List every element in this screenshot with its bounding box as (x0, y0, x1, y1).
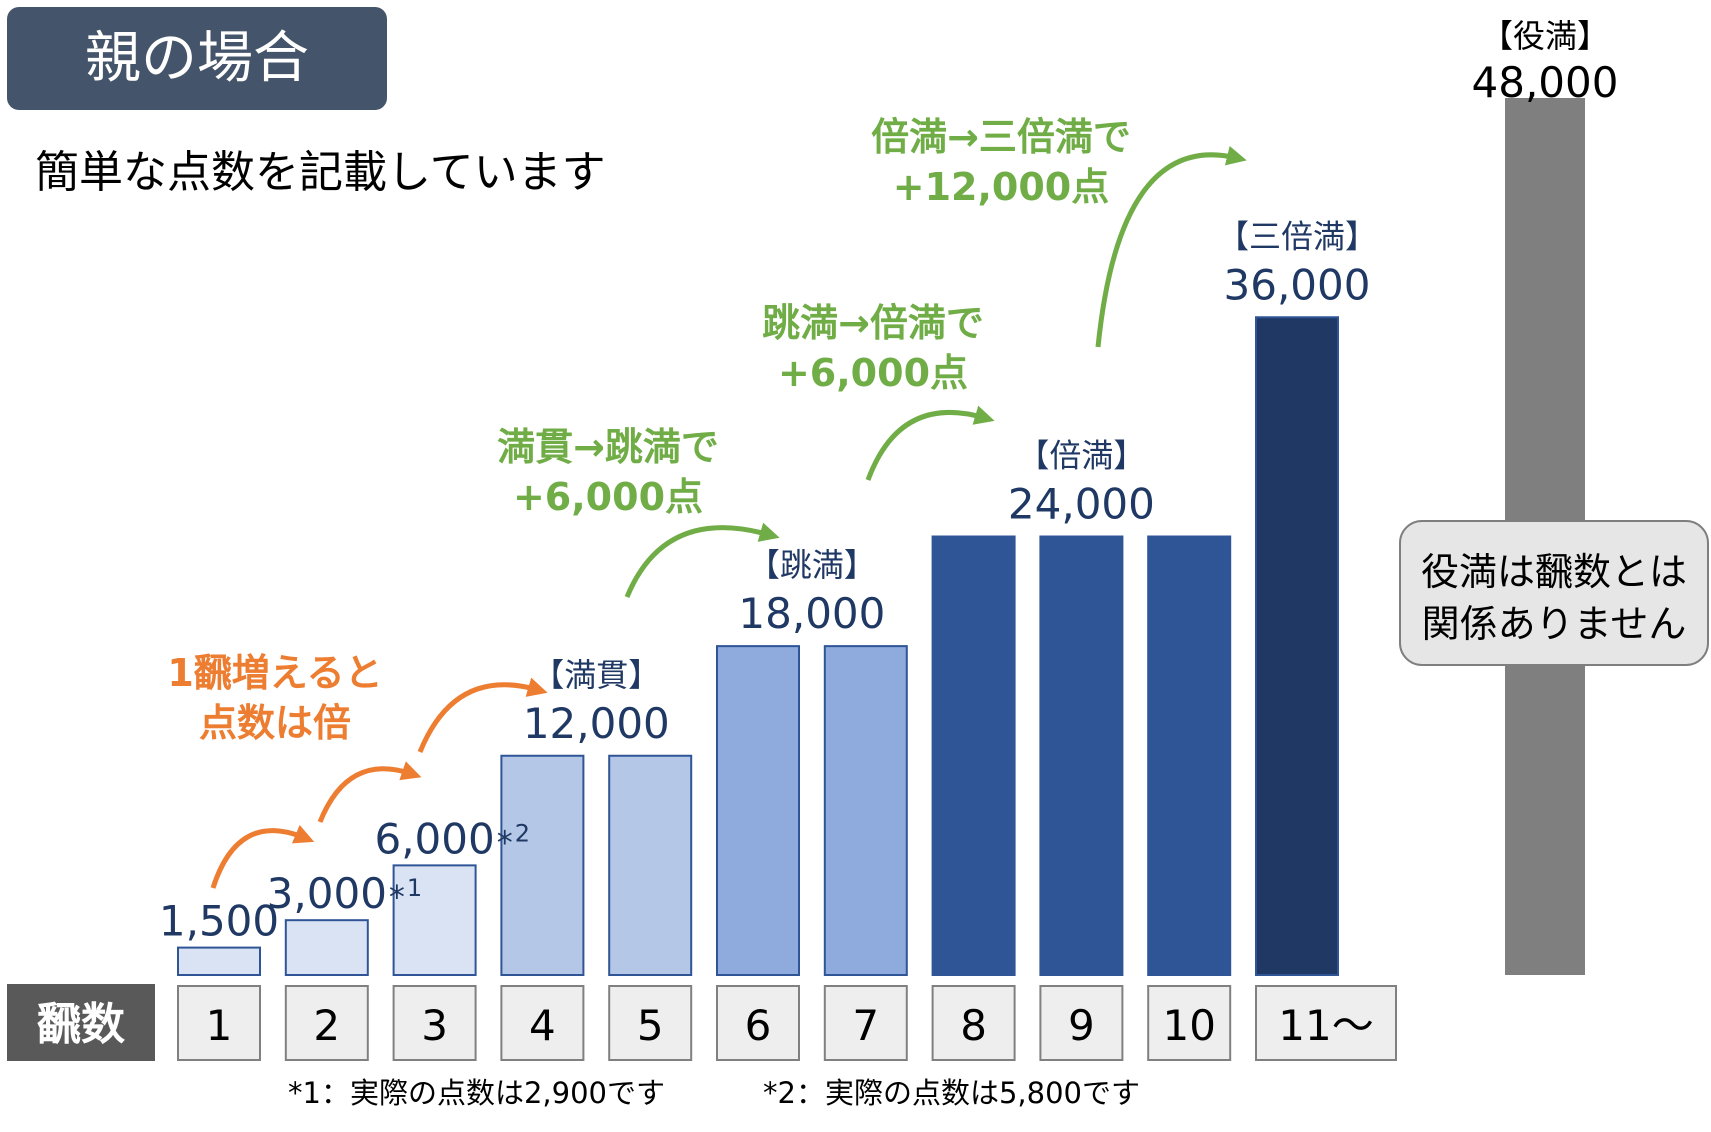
category-label-6: 6 (745, 1001, 772, 1050)
step-arrow-2 (317, 761, 422, 823)
bar-7 (823, 645, 908, 976)
annotation-4-line-2: +12,000点 (893, 165, 1109, 209)
bar-9 (1039, 535, 1124, 976)
value-label-3: 6,000 (374, 814, 494, 863)
bar-5 (608, 754, 693, 976)
step-arrow-1 (210, 824, 315, 889)
category-cell-2 (284, 985, 369, 1061)
group-value-1: 18,000 (738, 589, 885, 638)
category-label-11〜: 11〜 (1278, 1001, 1373, 1050)
category-label-2: 2 (313, 1001, 340, 1050)
bar-10 (1147, 535, 1232, 976)
footnote-marker-2: * (389, 878, 405, 916)
bar-6 (716, 645, 800, 976)
bar-1 (177, 946, 261, 976)
bar-2 (284, 919, 369, 976)
category-cell-11〜 (1255, 985, 1397, 1061)
group-value-3: 36,000 (1224, 260, 1371, 309)
footnote-number-2: 1 (407, 874, 422, 902)
category-label-9: 9 (1068, 1001, 1095, 1050)
yakuman-note-line-1: 役満は飜数とは (1421, 550, 1687, 594)
annotation-2-line-2: +6,000点 (513, 475, 703, 519)
value-label-1: 1,500 (159, 897, 279, 946)
group-name-0: 【満貫】 (532, 656, 660, 694)
footnote-1: *1：実際の点数は2,900です (288, 1076, 665, 1110)
annotation-1-line-1: 1飜増えると (167, 651, 382, 695)
category-label-4: 4 (529, 1001, 556, 1050)
bar-8 (931, 535, 1016, 976)
value-label-2: 3,000 (267, 869, 387, 918)
annotation-2-line-1: 満貫→跳満で (497, 425, 719, 469)
category-cell-8 (931, 985, 1016, 1061)
category-cell-4 (500, 985, 585, 1061)
category-label-10: 10 (1162, 1001, 1215, 1050)
category-label-7: 7 (852, 1001, 879, 1050)
page-subtitle: 簡単な点数を記載しています (35, 147, 606, 198)
han-row-label-box (7, 984, 155, 1061)
bar-4 (500, 754, 585, 976)
category-label-3: 3 (421, 1001, 448, 1050)
group-value-0: 12,000 (523, 699, 670, 748)
category-label-5: 5 (637, 1001, 664, 1050)
footnote-2: *2：実際の点数は5,800です (763, 1076, 1140, 1110)
step-arrow-4 (624, 522, 780, 598)
yakuman-name: 【役満】 (1481, 17, 1609, 55)
group-name-3: 【三倍満】 (1217, 217, 1377, 255)
bar-11〜 (1255, 316, 1339, 976)
yakuman-value: 48,000 (1472, 58, 1619, 107)
category-cell-9 (1039, 985, 1124, 1061)
yakuman-note-box (1399, 520, 1709, 666)
category-label-8: 8 (960, 1001, 987, 1050)
category-cell-1 (177, 985, 261, 1061)
group-name-2: 【倍満】 (1017, 437, 1145, 475)
annotation-1-line-2: 点数は倍 (199, 701, 351, 745)
footnote-number-3: 2 (515, 819, 530, 847)
category-cell-10 (1147, 985, 1232, 1061)
han-row-label: 飜数 (37, 999, 125, 1050)
step-arrow-5 (865, 405, 995, 481)
category-label-1: 1 (206, 1001, 233, 1050)
bar-3 (392, 864, 477, 976)
category-cell-5 (608, 985, 693, 1061)
annotation-4-line-1: 倍満→三倍満で (871, 115, 1131, 159)
category-cell-6 (716, 985, 800, 1061)
group-name-1: 【跳満】 (748, 546, 876, 584)
page-title: 親の場合 (7, 7, 387, 110)
yakuman-note-line-2: 関係ありません (1422, 602, 1687, 646)
annotation-3-line-1: 跳満→倍満で (762, 301, 984, 345)
group-value-2: 24,000 (1008, 480, 1155, 529)
step-arrow-6 (1095, 145, 1247, 348)
footnote-marker-3: * (497, 823, 513, 861)
category-cell-3 (392, 985, 477, 1061)
annotation-3-line-2: +6,000点 (778, 351, 968, 395)
step-arrow-3 (417, 677, 548, 753)
category-cell-7 (823, 985, 908, 1061)
